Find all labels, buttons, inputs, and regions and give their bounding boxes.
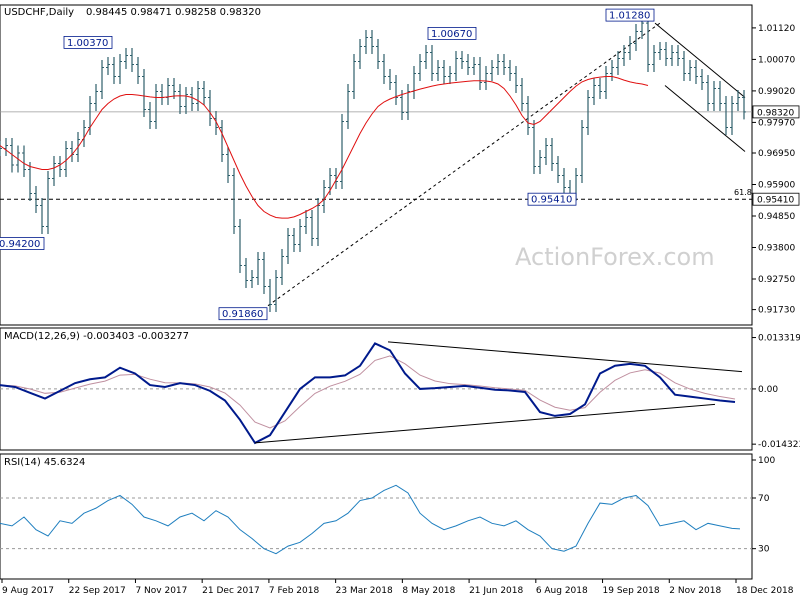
rsi-y-tick-label: 30 (758, 545, 770, 555)
x-axis: 9 Aug 2017 22 Sep 2017 7 Nov 2017 21 Dec 20… (1, 579, 794, 596)
trendline-channel-lower (664, 85, 746, 152)
rsi-panel-frame (0, 453, 753, 580)
x-tick-label: 18 Dec 2018 (736, 586, 794, 596)
main-trendlines (267, 22, 746, 307)
ohlc-values: 0.98445 0.98471 0.98258 0.98320 (86, 7, 261, 18)
x-tick-label: 21 Jun 2018 (469, 586, 523, 596)
x-tick-label: 23 Mar 2018 (336, 586, 393, 596)
x-tick-label: 9 Aug 2017 (2, 586, 54, 596)
main-series (0, 15, 746, 312)
x-tick-label: 22 Sep 2017 (69, 586, 126, 596)
watermark: ActionForex.com (515, 243, 715, 271)
moving-average-line (0, 76, 649, 219)
macd-panel: MACD(12,26,9) -0.003403 -0.003277 0.0133… (0, 327, 800, 451)
price-annotation-label: 0.91860 (222, 309, 263, 320)
fib-level-axis-label: 0.95410 (757, 196, 794, 206)
macd-series (0, 341, 743, 445)
current-price-label: 0.98320 (757, 108, 794, 118)
main-panel-frame (0, 4, 753, 326)
rsi-label: RSI(14) 45.6324 (4, 457, 85, 468)
macd-y-tick-label: 0.00 (758, 385, 778, 395)
macd-y-axis: 0.013319 0.00 -0.014323 (0, 334, 800, 450)
price-annotations: 1.00370 0.94200 0.91860 1.00670 1.01280 0.954… (0, 8, 655, 321)
macd-y-tick-label: 0.013319 (758, 334, 800, 344)
price-annotation-label: 1.00670 (431, 29, 472, 40)
price-annotation-label: 1.00370 (67, 38, 108, 49)
macd-label: MACD(12,26,9) -0.003403 -0.003277 (4, 331, 189, 342)
fib-level-label: 61.8 (734, 188, 752, 197)
main-y-tick-label: 0.91730 (758, 306, 795, 316)
x-tick-label: 7 Feb 2018 (269, 586, 320, 596)
price-annotation-box (427, 26, 477, 40)
price-annotation-label: 0.95410 (531, 195, 572, 206)
price-annotation-box (63, 36, 113, 49)
trendline-channel-upper (654, 22, 746, 98)
price-annotation-box (527, 192, 577, 206)
macd-trendline (387, 341, 743, 373)
trendline-support-dashed (267, 22, 661, 307)
main-y-axis: 1.01120 1.00070 0.99020 0.97970 0.96950 0.959… (752, 24, 795, 316)
price-annotation-box (0, 237, 45, 250)
x-tick-label: 2 Nov 2018 (669, 586, 721, 596)
main-y-tick-label: 0.94850 (758, 212, 795, 222)
price-annotation-box (605, 8, 655, 22)
rsi-y-tick-label: 100 (758, 456, 775, 466)
main-y-tick-label: 0.95900 (758, 181, 795, 191)
x-tick-label: 7 Nov 2017 (135, 586, 187, 596)
rsi-y-axis: 100 70 30 (0, 456, 775, 555)
rsi-panel: RSI(14) 45.6324 100 70 30 (0, 453, 775, 580)
main-y-tick-label: 1.01120 (758, 24, 795, 34)
main-y-tick-label: 0.93800 (758, 244, 795, 254)
x-tick-label: 8 May 2018 (402, 586, 455, 596)
x-tick-label: 6 Aug 2018 (536, 586, 588, 596)
x-tick-label: 19 Sep 2018 (603, 586, 660, 596)
price-annotation-label: 0.94200 (0, 239, 40, 250)
macd-line (0, 342, 736, 445)
fib-level-box (752, 192, 800, 206)
rsi-series (0, 484, 741, 555)
price-annotation-label: 1.01280 (609, 11, 650, 22)
x-tick-label: 21 Dec 2017 (202, 586, 260, 596)
rsi-line (0, 484, 741, 555)
macd-y-tick-label: -0.014323 (758, 440, 800, 450)
macd-trendline (254, 403, 716, 444)
current-price-box (752, 105, 800, 119)
main-y-tick-label: 0.96950 (758, 149, 795, 159)
main-reference-lines: 0.98320 61.8 0.95410 (0, 105, 800, 206)
macd-signal-line (0, 355, 736, 429)
chart-symbol: USDCHF,Daily (4, 7, 74, 18)
main-y-tick-label: 0.99020 (758, 87, 795, 97)
main-y-tick-label: 1.00070 (758, 55, 795, 65)
main-y-tick-label: 0.92750 (758, 275, 795, 285)
main-price-panel: USDCHF,Daily 0.98445 0.98471 0.98258 0.9… (0, 4, 800, 326)
main-y-tick-label: 0.97970 (758, 118, 795, 128)
rsi-y-tick-label: 70 (758, 494, 770, 504)
price-annotation-box (218, 307, 268, 321)
